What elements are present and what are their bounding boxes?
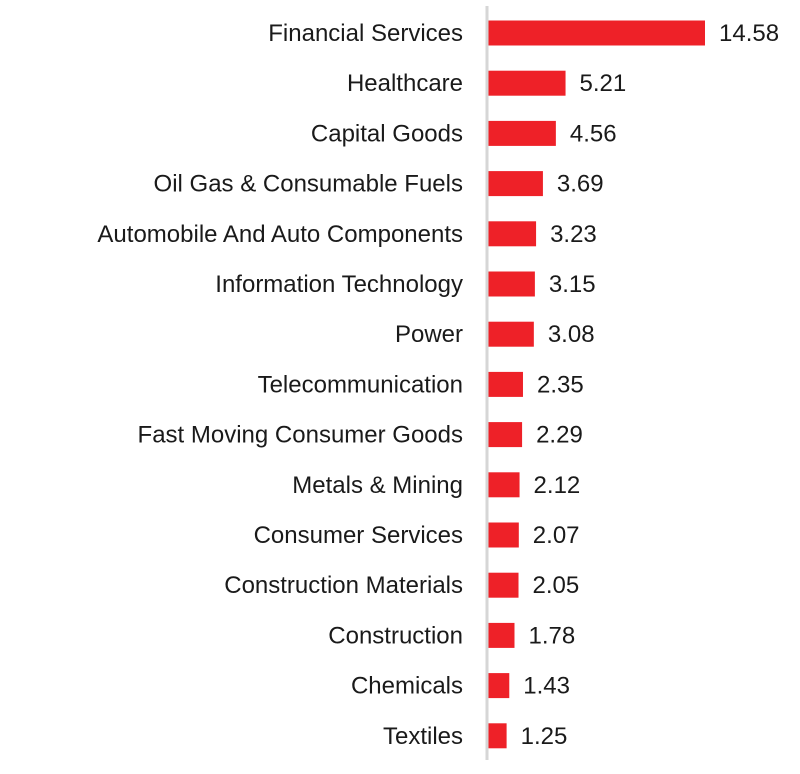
category-label-construction: Construction [328, 622, 463, 649]
category-label-oil-gas-and-consumable-fuels: Oil Gas & Consumable Fuels [154, 171, 463, 198]
category-label-power: Power [395, 321, 463, 348]
category-label-chemicals: Chemicals [351, 673, 463, 700]
category-label-textiles: Textiles [383, 723, 463, 750]
value-label-financial-services: 14.58 [719, 20, 779, 47]
category-labels-layer: Financial Services Healthcare Capital Good… [97, 20, 463, 750]
bar-capital-goods [488, 120, 556, 146]
bar-construction [488, 622, 515, 648]
bar-oil-gas-and-consumable-fuels [488, 171, 543, 197]
bar-textiles [488, 723, 507, 749]
value-labels-layer: 14.58 5.21 4.56 3.69 3.23 3.15 3.08 2.35 2.29 2.1… [521, 20, 779, 750]
category-label-automobile-and-auto-components: Automobile And Auto Components [97, 221, 463, 248]
bar-power [488, 321, 534, 347]
category-label-construction-materials: Construction Materials [224, 572, 463, 599]
value-label-healthcare: 5.21 [580, 70, 627, 97]
bar-fast-moving-consumer-goods [488, 422, 523, 448]
bar-financial-services [488, 20, 705, 46]
category-label-consumer-services: Consumer Services [254, 522, 463, 549]
value-label-capital-goods: 4.56 [570, 120, 617, 147]
bars-layer [488, 20, 705, 749]
bar-telecommunication [488, 371, 523, 397]
value-label-automobile-and-auto-components: 3.23 [550, 221, 597, 248]
value-label-construction: 1.78 [528, 622, 575, 649]
bar-information-technology [488, 271, 535, 297]
value-label-chemicals: 1.43 [523, 673, 570, 700]
bar-chemicals [488, 673, 510, 699]
bar-consumer-services [488, 522, 519, 548]
value-label-fast-moving-consumer-goods: 2.29 [536, 422, 583, 449]
value-label-metals-and-mining: 2.12 [534, 472, 581, 499]
category-label-metals-and-mining: Metals & Mining [292, 472, 463, 499]
value-label-textiles: 1.25 [521, 723, 568, 750]
value-label-construction-materials: 2.05 [533, 572, 580, 599]
category-label-telecommunication: Telecommunication [258, 371, 463, 398]
value-label-telecommunication: 2.35 [537, 371, 584, 398]
category-label-healthcare: Healthcare [347, 70, 463, 97]
category-label-fast-moving-consumer-goods: Fast Moving Consumer Goods [138, 422, 463, 449]
bar-automobile-and-auto-components [488, 221, 537, 247]
bar-healthcare [488, 70, 566, 96]
category-label-capital-goods: Capital Goods [311, 120, 463, 147]
bar-metals-and-mining [488, 472, 520, 498]
value-label-oil-gas-and-consumable-fuels: 3.69 [557, 171, 604, 198]
category-label-information-technology: Information Technology [215, 271, 463, 298]
value-label-power: 3.08 [548, 321, 595, 348]
category-label-financial-services: Financial Services [268, 20, 463, 47]
bar-construction-materials [488, 572, 519, 598]
value-label-information-technology: 3.15 [549, 271, 596, 298]
value-label-consumer-services: 2.07 [533, 522, 580, 549]
